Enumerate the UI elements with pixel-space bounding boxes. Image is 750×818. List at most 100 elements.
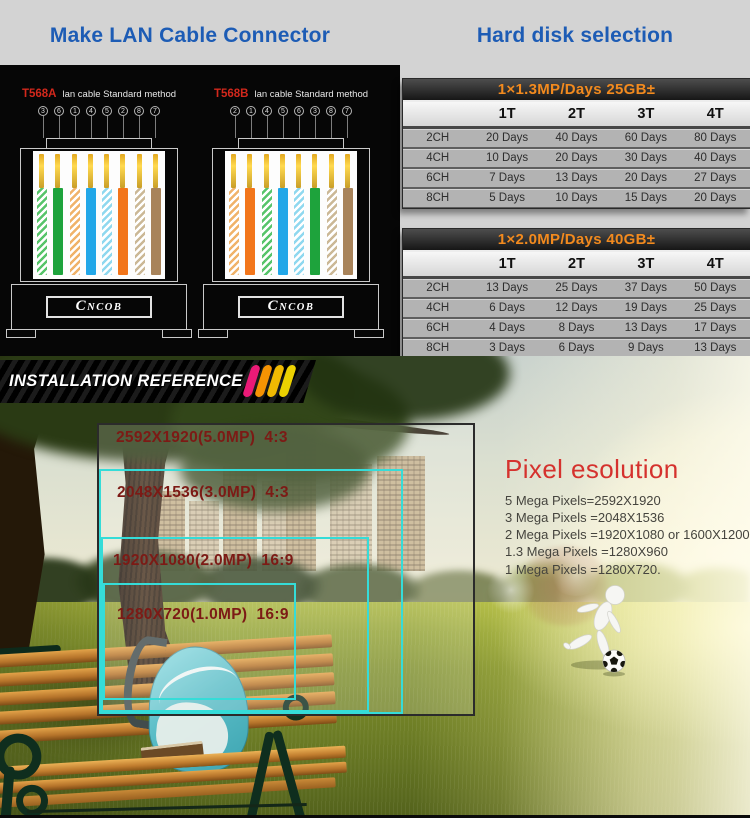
pin-number: 6	[54, 106, 64, 116]
wire	[229, 188, 239, 275]
gold-pin	[71, 154, 77, 188]
gold-pin	[279, 154, 285, 188]
pixel-legend-line: 3 Mega Pixels =2048X1536	[505, 510, 665, 526]
wire	[102, 188, 112, 275]
gold-pin	[312, 154, 318, 188]
pin-number: 4	[86, 106, 96, 116]
pin-number: 2	[118, 106, 128, 116]
resolution-label: 2592X1920(5.0MP) 4:3	[116, 429, 288, 446]
t568b-connector-diagram: T568B lan cable Standard method 2 1 4 5 6…	[196, 85, 386, 338]
rj45-body	[20, 148, 178, 282]
wire	[53, 188, 64, 275]
banner-label: INSTALLATION REFERENCE	[9, 372, 243, 390]
gold-pin	[231, 154, 236, 188]
installation-reference-banner: INSTALLATION REFERENCE	[0, 360, 316, 403]
pin-number: 7	[150, 106, 160, 116]
gold-pin	[247, 154, 253, 188]
rj45-tab	[238, 138, 344, 148]
gold-pin	[104, 154, 109, 188]
section-title-hdd: Hard disk selection	[476, 24, 674, 47]
section-title-lan: Make LAN Cable Connector	[49, 24, 331, 47]
table-row: 6CH 4 Days 8 Days 13 Days 17 Days	[403, 319, 750, 339]
bench-tie-rod	[26, 802, 307, 814]
resolution-label: 1280X720(1.0MP) 16:9	[117, 606, 289, 623]
wire	[69, 188, 80, 275]
gold-pin	[328, 154, 334, 188]
gold-pin	[344, 154, 350, 188]
table-row: 4CH 6 Days 12 Days 19 Days 25 Days	[403, 299, 750, 319]
wire	[326, 188, 337, 275]
brand-logo: CNCOB	[238, 296, 344, 318]
standard-code: T568A	[21, 88, 57, 100]
table-row: 8CH 3 Days 6 Days 9 Days 13 Days	[403, 339, 750, 358]
gold-pin	[152, 154, 158, 188]
gold-pin	[55, 154, 61, 188]
table-title: 1×1.3MP/Days 25GB±	[403, 79, 750, 102]
standard-label-row: T568B lan cable Standard method	[196, 85, 386, 100]
resolution-label: 2048X1536(3.0MP) 4:3	[117, 484, 289, 501]
pin-number: 5	[102, 106, 112, 116]
pin-number: 3	[310, 106, 320, 116]
resolution-box-3mp: 2048X1536(3.0MP) 4:3	[99, 469, 403, 714]
wire	[85, 188, 96, 275]
pixel-legend-line: 1.3 Mega Pixels =1280X960	[505, 544, 668, 560]
standard-subtitle: lan cable Standard method	[62, 89, 177, 100]
pin-number: 2	[230, 106, 240, 116]
table-row: 8CH 5 Days 10 Days 15 Days 20 Days	[403, 189, 750, 208]
tree-foliage	[180, 426, 370, 511]
rj45-feet	[6, 329, 192, 338]
table-header-row: 1T 2T 3T 4T	[403, 252, 750, 279]
pixel-legend-line: 2 Mega Pixels =1920X1080 or 1600X1200	[505, 527, 750, 543]
gold-pin	[263, 154, 269, 188]
hdd-tables-column: 1×1.3MP/Days 25GB± 1T 2T 3T 4T 2CH 20 Days 40…	[401, 65, 750, 359]
pixel-legend-title: Pixel esolution	[505, 454, 679, 484]
wire	[150, 188, 161, 275]
resolution-label: 1920X1080(2.0MP) 16:9	[113, 552, 294, 569]
wire	[261, 188, 272, 275]
table-row: 4CH 10 Days 20 Days 30 Days 40 Days	[403, 149, 750, 169]
hdd-table-2-0mp: 1×2.0MP/Days 40GB± 1T 2T 3T 4T 2CH 13 Days 25…	[402, 228, 750, 359]
rj45-body	[212, 148, 370, 282]
wire	[294, 188, 304, 275]
rj45-base: CNCOB	[11, 284, 187, 330]
bottom-edge	[0, 815, 750, 818]
pixel-resolution-legend: Pixel esolution 5 Mega Pixels=2592X1920 …	[505, 454, 750, 578]
pixel-legend-line: 1 Mega Pixels =1280X720.	[505, 561, 661, 577]
wire	[310, 188, 321, 275]
gold-pin	[87, 154, 93, 188]
resolution-box-5mp: 2592X1920(5.0MP) 4:3	[97, 423, 475, 716]
speed-stripes-icon	[241, 364, 298, 398]
pin-number: 7	[342, 106, 352, 116]
resolution-box-2mp: 1920X1080(2.0MP) 16:9	[101, 537, 369, 712]
t568a-connector-diagram: T568A lan cable Standard method 3 6 1 4 5…	[4, 85, 194, 338]
wire	[134, 188, 145, 275]
wire	[118, 188, 129, 275]
rj45-tab	[46, 138, 152, 148]
table-row: 6CH 7 Days 13 Days 20 Days 27 Days	[403, 169, 750, 189]
table-title: 1×2.0MP/Days 40GB±	[403, 229, 750, 252]
wire	[277, 188, 288, 275]
installation-reference-photo: 2592X1920(5.0MP) 4:3 2048X1536(3.0MP) 4:…	[0, 356, 750, 818]
standard-subtitle: lan cable Standard method	[254, 89, 369, 100]
brand-logo: CNCOB	[46, 296, 152, 318]
lan-cable-panel: T568A lan cable Standard method 3 6 1 4 5…	[0, 65, 400, 356]
hdd-table-1-3mp: 1×1.3MP/Days 25GB± 1T 2T 3T 4T 2CH 20 Days 40…	[402, 78, 750, 209]
pin-number: 4	[262, 106, 272, 116]
pin-lead-lines	[4, 116, 194, 138]
wire	[245, 188, 256, 275]
pin-number: 8	[134, 106, 144, 116]
pin-lead-lines	[196, 116, 386, 138]
pin-number: 1	[246, 106, 256, 116]
pin-number-row: 2 1 4 5 6 3 8 7	[196, 106, 386, 116]
wire	[37, 188, 47, 275]
pixel-legend-line: 5 Mega Pixels=2592X1920	[505, 493, 661, 508]
pin-number-row: 3 6 1 4 5 2 8 7	[4, 106, 194, 116]
pin-number: 8	[326, 106, 336, 116]
pin-number: 6	[294, 106, 304, 116]
table-row: 2CH 13 Days 25 Days 37 Days 50 Days	[403, 279, 750, 299]
standard-code: T568B	[213, 88, 249, 100]
rj45-feet	[198, 329, 384, 338]
pin-number: 3	[38, 106, 48, 116]
gold-pin	[39, 154, 44, 188]
